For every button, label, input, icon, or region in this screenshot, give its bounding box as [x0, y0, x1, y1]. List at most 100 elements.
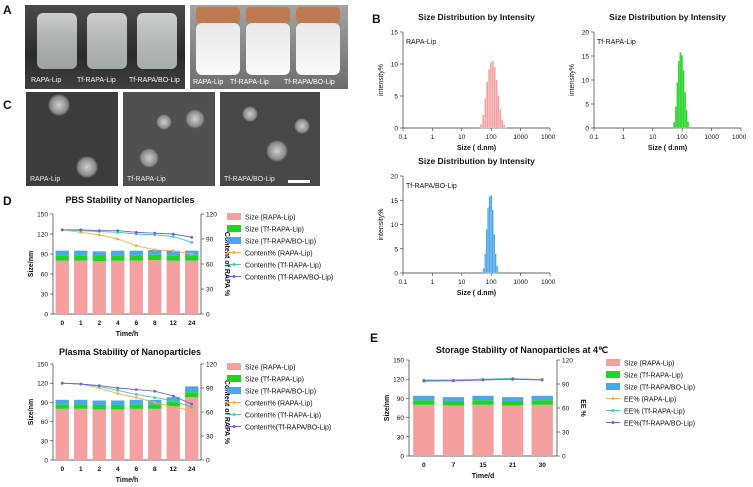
stability-bar: [166, 255, 180, 261]
stability-point: [171, 232, 175, 236]
legend-swatch: [606, 371, 620, 378]
stability-bar: [74, 255, 88, 261]
stability-bar: [185, 392, 199, 398]
stability-line: [62, 229, 192, 238]
stability-bar: [111, 250, 125, 256]
stability-bar: [185, 397, 199, 460]
stability-y-tick-label: 60: [41, 419, 49, 426]
stability-point: [153, 231, 157, 235]
stability-x-tick-label: 1: [79, 320, 83, 327]
panel-letter-d: D: [3, 194, 12, 208]
stability-point: [422, 379, 426, 383]
legend-label: EE% (RAPA-Lip): [624, 397, 676, 404]
stability-point: [190, 409, 194, 412]
dls-x-tick-label: 1000: [513, 279, 528, 286]
stability-y2-tick-label: 0: [206, 312, 210, 319]
stability-bar: [74, 399, 88, 405]
stability-y2-tick-label: 90: [206, 386, 214, 393]
stability-y-tick-label: 150: [393, 358, 404, 365]
legend-label: Size (RAPA-Lip): [624, 361, 674, 368]
dls-series-label: Tf-RAPA/BO-Lip: [406, 183, 457, 190]
legend-marker: [611, 421, 615, 424]
photo-a-left-label-3: Tf-RAPA/BO-Lip: [129, 77, 180, 84]
dls-x-tick-label: 1000: [704, 134, 719, 141]
legend-label: EE% (Tf-RAPA-Lip): [624, 409, 685, 416]
stability-title: PBS Stability of Nanoparticles: [65, 195, 194, 205]
panel-letter-e: E: [370, 331, 379, 345]
photo-a-right-label-2: Tf-RAPA-Lip: [230, 79, 269, 86]
dls-bar: [501, 119, 504, 129]
dls-bar: [494, 253, 497, 274]
stability-y2-tick-label: 120: [562, 358, 573, 365]
stability-bar: [129, 404, 143, 409]
stability-x-tick-label: 2: [97, 320, 101, 327]
dls-bar: [688, 126, 691, 129]
legend-marker: [232, 263, 236, 266]
stability-bar: [74, 404, 88, 409]
dls-x-tick-label: 1: [622, 134, 626, 141]
dls-y-tick-label: 20: [582, 30, 590, 37]
stability-y-tick-label: 30: [397, 434, 405, 441]
legend-label: Size (RAPA-Lip): [245, 365, 295, 372]
stability-point: [171, 235, 175, 238]
stability-y-tick-label: 30: [41, 292, 49, 299]
legend-label: Size (Tf-RAPA/BO-Lip): [245, 389, 316, 396]
dls-y-tick-label: 10: [391, 222, 399, 229]
stability-x-tick-label: 0: [60, 466, 64, 473]
chart-storage-stability: Storage Stability of Nanoparticles at 4℃…: [384, 345, 695, 480]
legend-label: Size (Tf-RAPA-Lip): [245, 377, 304, 384]
stability-y-tick-label: 150: [37, 362, 48, 369]
stability-bar: [531, 400, 553, 405]
dls-y-label: intensity%: [569, 64, 576, 96]
dls-y-tick-label: 15: [582, 54, 590, 61]
photo-a-left-label-1: RAPA-Lip: [31, 77, 62, 84]
stability-bar: [74, 250, 88, 256]
dls-series-label: RAPA-Lip: [406, 39, 436, 46]
stability-title: Plasma Stability of Nanoparticles: [59, 347, 201, 357]
stability-x-tick-label: 2: [97, 466, 101, 473]
tem-label-2: Tf-RAPA-Lip: [127, 176, 166, 183]
dls-x-tick-label: 1: [431, 134, 435, 141]
legend-marker: [611, 397, 615, 400]
dls-x-tick-label: 1: [431, 279, 435, 286]
stability-bar: [148, 260, 162, 314]
stability-point: [134, 388, 138, 391]
stability-bar: [129, 260, 143, 314]
stability-y2-tick-label: 30: [206, 287, 214, 294]
panel-letter-a: A: [3, 3, 12, 17]
legend-label: Size (Tf-RAPA-Lip): [624, 373, 683, 380]
stability-x-tick-label: 12: [170, 320, 178, 327]
dls-x-tick-label: 100: [486, 134, 497, 141]
photo-vials-frozen: RAPA-Lip Tf-RAPA-Lip Tf-RAPA/BO-Lip: [190, 5, 348, 89]
stability-y-tick-label: 90: [397, 396, 405, 403]
stability-bar: [185, 260, 199, 314]
dls-y-tick-label: 20: [391, 174, 399, 181]
dls-x-tick-label: 0.1: [398, 134, 407, 141]
dls-bar: [685, 109, 688, 129]
stability-bar: [55, 408, 69, 460]
stability-point: [481, 378, 485, 382]
dls-series-label: Tf-RAPA-Lip: [597, 39, 636, 46]
legend-label: Size (RAPA-Lip): [245, 215, 295, 222]
stability-y-tick-label: 90: [41, 252, 49, 259]
legend-swatch: [227, 375, 241, 382]
chart-pbs-stability: PBS Stability of Nanoparticles0306090120…: [28, 195, 333, 338]
photo-a-right-label-1: RAPA-Lip: [193, 79, 224, 86]
stability-point: [60, 228, 64, 232]
stability-point: [60, 381, 64, 385]
stability-x-tick-label: 0: [422, 462, 426, 469]
stability-point: [79, 382, 83, 386]
stability-line: [62, 382, 192, 405]
chart-dls-tf-rapa-lip: Size Distribution by Intensity Tf-RAPA-Li…: [569, 12, 746, 152]
dls-y-label: intensity%: [378, 209, 385, 241]
stability-x-tick-label: 30: [539, 462, 547, 469]
stability-point: [540, 378, 544, 382]
stability-point: [190, 235, 194, 239]
stability-x-tick-label: 24: [188, 320, 196, 327]
dls-bar: [484, 98, 487, 129]
legend-marker: [232, 413, 236, 416]
legend-label: Size (Tf-RAPA/BO-Lip): [624, 385, 695, 392]
dls-x-label: Size ( d.nm): [457, 145, 496, 152]
scale-bar: [288, 180, 310, 183]
